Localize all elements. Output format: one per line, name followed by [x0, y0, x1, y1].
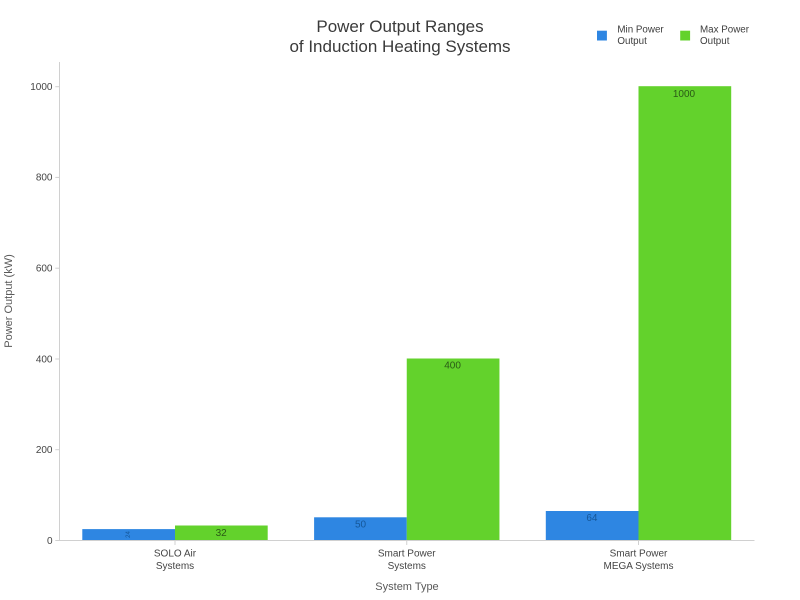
svg-text:Systems: Systems	[156, 561, 194, 572]
svg-text:Output: Output	[617, 36, 647, 47]
svg-text:Smart Power: Smart Power	[610, 549, 668, 560]
svg-text:MEGA Systems: MEGA Systems	[603, 561, 673, 572]
svg-text:1000: 1000	[673, 89, 696, 100]
svg-text:Output: Output	[700, 36, 730, 47]
svg-text:0: 0	[47, 536, 53, 547]
svg-text:Min Power: Min Power	[617, 25, 664, 36]
svg-text:64: 64	[586, 513, 598, 524]
svg-text:1000: 1000	[30, 82, 53, 93]
svg-text:Power Output (kW): Power Output (kW)	[3, 254, 15, 348]
svg-text:Power Output Ranges: Power Output Ranges	[316, 17, 483, 36]
svg-text:Max Power: Max Power	[700, 25, 750, 36]
svg-text:SOLO Air: SOLO Air	[154, 549, 197, 560]
svg-text:System Type: System Type	[375, 581, 438, 593]
svg-text:50: 50	[355, 520, 367, 531]
svg-text:32: 32	[216, 528, 228, 539]
svg-text:400: 400	[36, 354, 53, 365]
svg-text:800: 800	[36, 173, 53, 184]
svg-text:600: 600	[36, 264, 53, 275]
svg-text:Systems: Systems	[388, 561, 426, 572]
svg-text:Smart Power: Smart Power	[378, 549, 436, 560]
svg-text:24: 24	[126, 531, 132, 538]
svg-text:200: 200	[36, 445, 53, 456]
svg-text:400: 400	[444, 361, 461, 372]
svg-text:of Induction Heating Systems: of Induction Heating Systems	[289, 37, 510, 56]
